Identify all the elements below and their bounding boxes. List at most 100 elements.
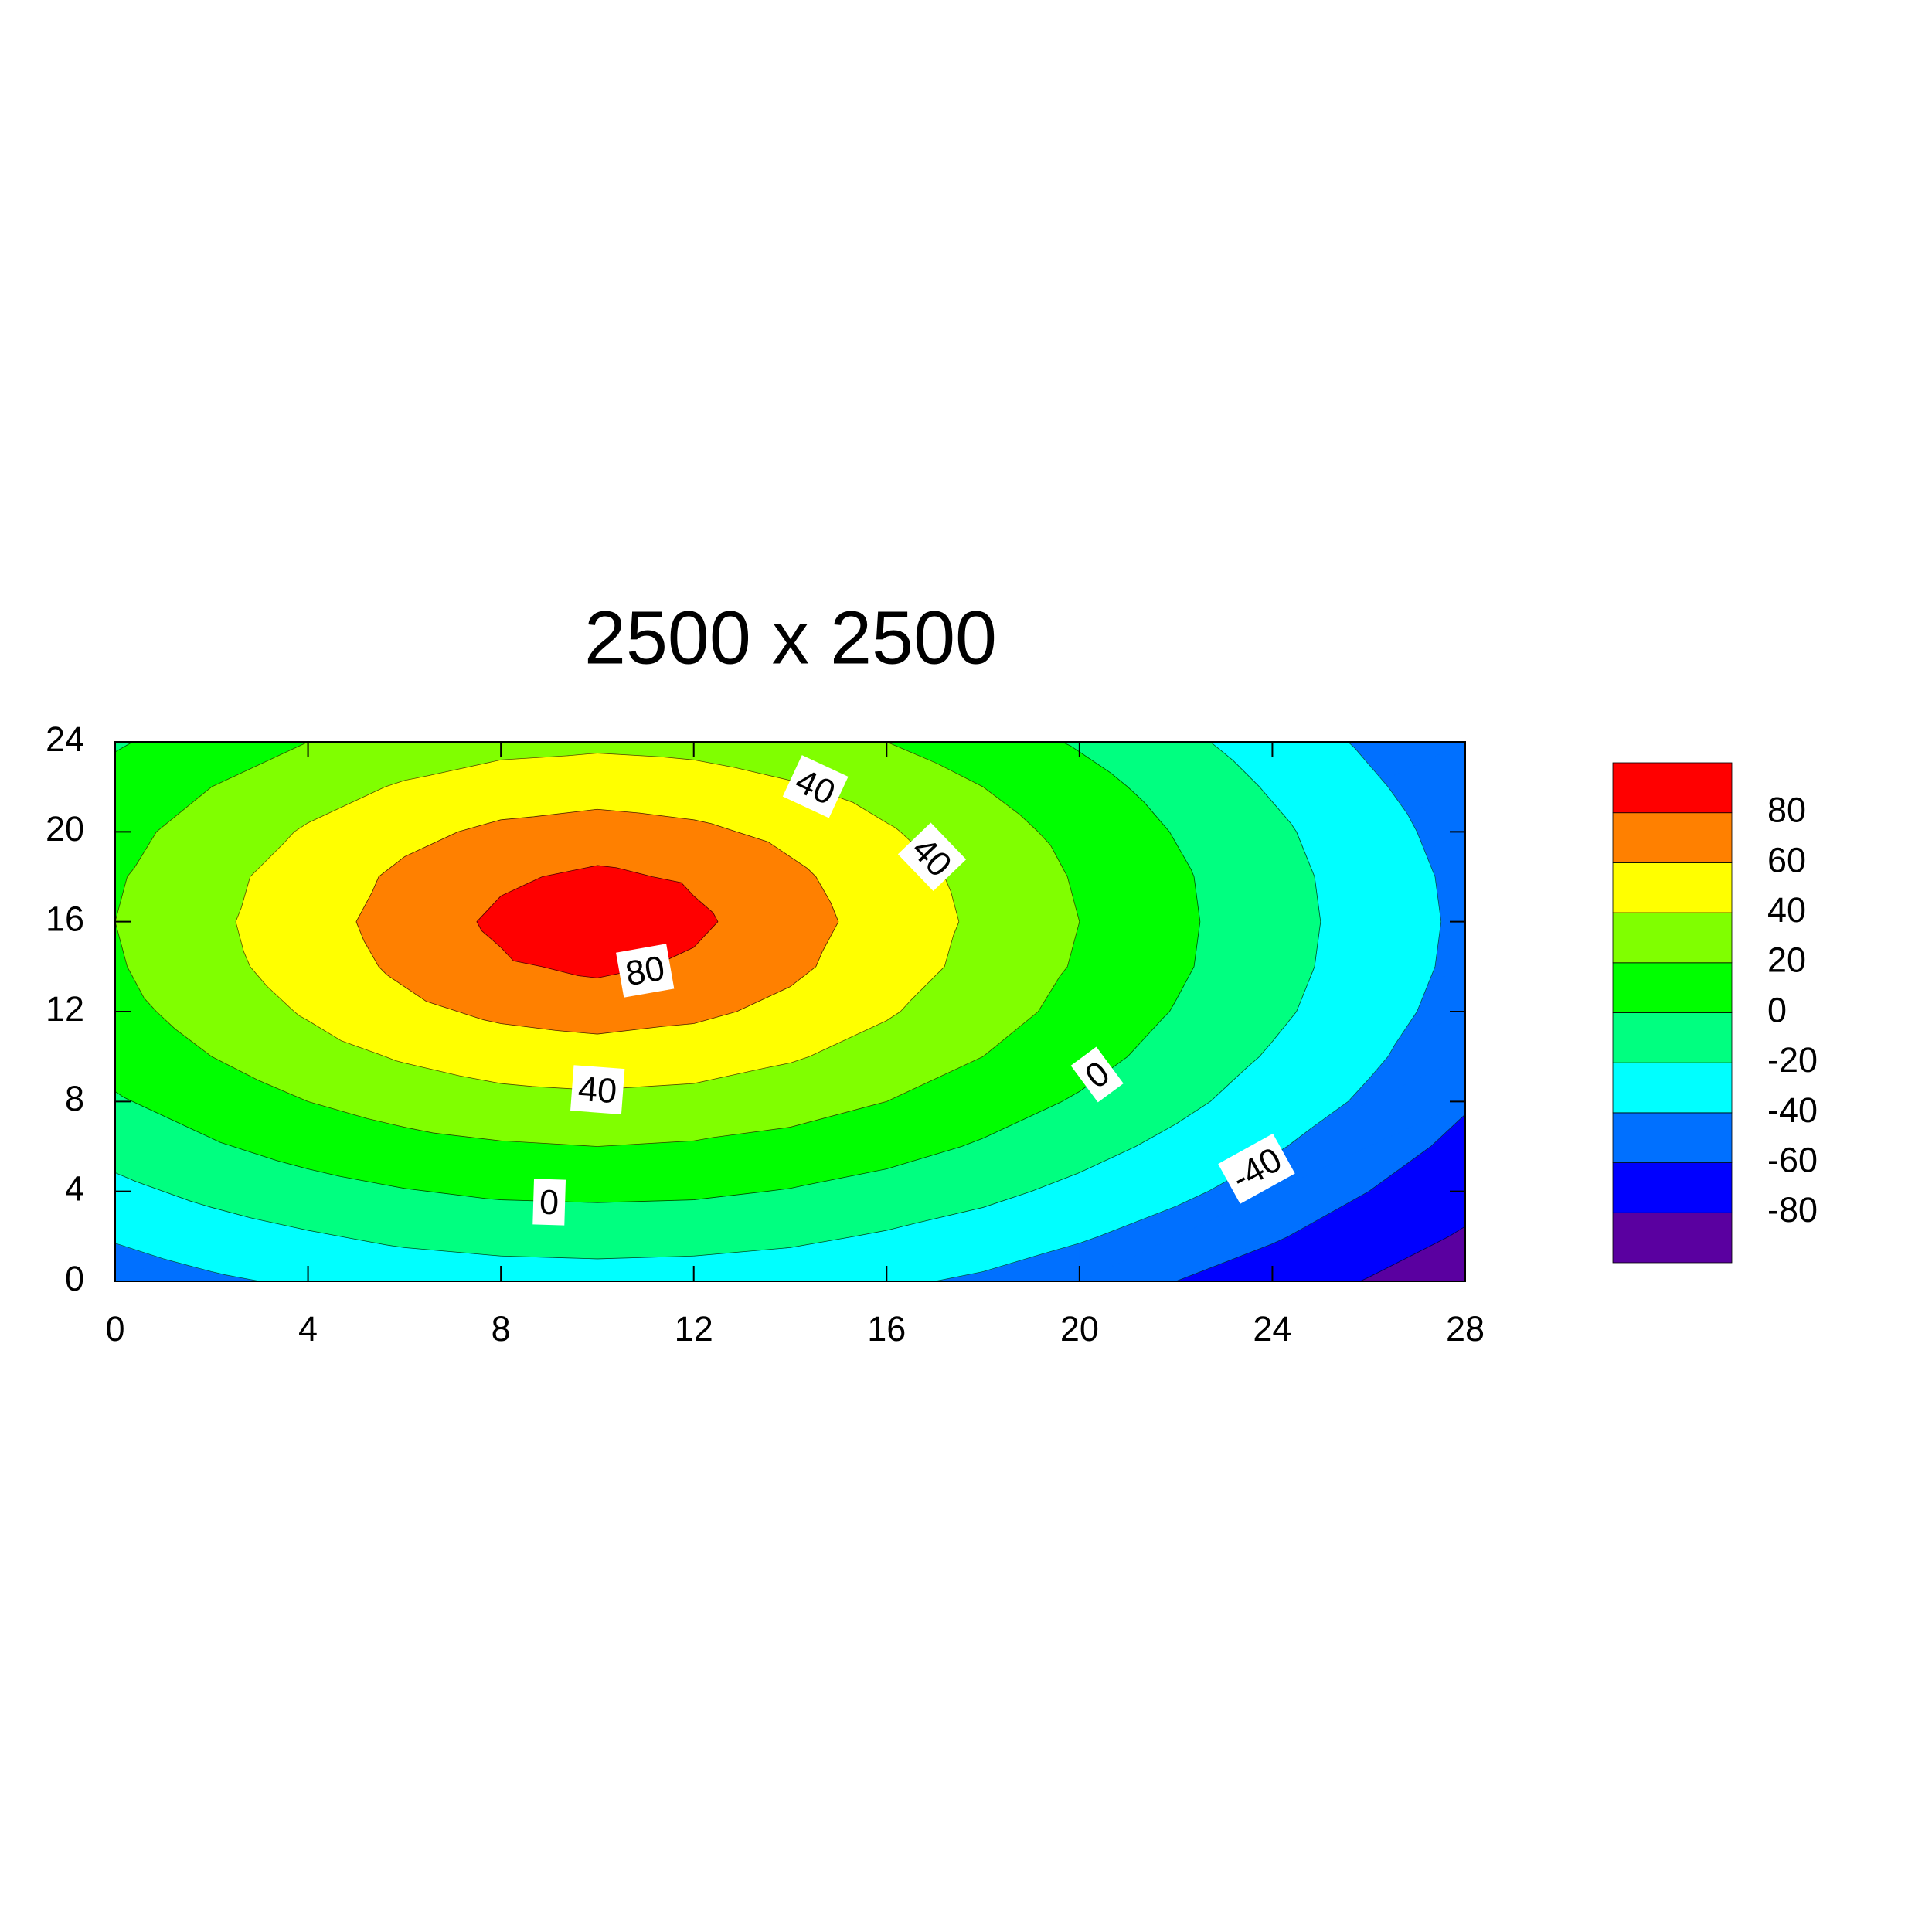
contour-line xyxy=(713,912,719,922)
y-tick-label: 16 xyxy=(46,900,84,939)
y-tick-label: 8 xyxy=(65,1079,84,1118)
colorbar-label: -40 xyxy=(1767,1090,1818,1130)
contour-line xyxy=(886,1146,962,1169)
contour-line xyxy=(886,1011,901,1021)
contour-line xyxy=(910,966,945,1001)
contour-line xyxy=(257,1080,308,1102)
y-tick-label: 4 xyxy=(65,1169,84,1209)
contour-line xyxy=(308,1100,368,1119)
contour-line xyxy=(760,1247,791,1251)
contour-line xyxy=(790,1100,887,1128)
contour-line xyxy=(500,876,543,896)
contour-line xyxy=(476,896,502,922)
y-tick-label: 12 xyxy=(46,989,84,1029)
colorbar-label: 60 xyxy=(1767,840,1806,879)
contour-line xyxy=(175,1028,213,1057)
contour-label-box xyxy=(782,755,849,818)
contour-line xyxy=(982,1253,1042,1272)
contour-line xyxy=(483,1019,502,1024)
contour-line xyxy=(114,876,128,922)
x-tick-label: 28 xyxy=(1446,1309,1485,1349)
contour-line xyxy=(363,940,379,968)
contour-line xyxy=(693,1191,767,1200)
contour-line xyxy=(807,868,817,877)
contour-line xyxy=(428,759,502,777)
contour-line xyxy=(1317,921,1321,946)
contour-line xyxy=(597,753,662,757)
x-tick-label: 24 xyxy=(1253,1309,1291,1349)
contour-line xyxy=(1193,957,1196,967)
contour-line xyxy=(163,1258,212,1272)
contour-fills xyxy=(114,741,1466,1282)
y-tick-label: 20 xyxy=(46,809,84,849)
contour-line xyxy=(114,741,133,753)
contour-line xyxy=(1368,764,1383,781)
contour-label-box xyxy=(570,1065,625,1114)
contour-line xyxy=(341,1040,386,1057)
contour-line xyxy=(1168,1000,1176,1012)
contour-line xyxy=(886,822,896,828)
x-tick-label: 16 xyxy=(867,1309,906,1349)
contour-line xyxy=(220,1141,233,1147)
y-tick-label: 24 xyxy=(46,719,84,759)
contour-line xyxy=(1272,801,1291,824)
contour-line xyxy=(1066,876,1070,883)
contour-line xyxy=(1439,921,1442,934)
contour-line xyxy=(1417,984,1429,1012)
contour-line xyxy=(1110,772,1128,787)
contour-line xyxy=(485,1198,502,1200)
contour-line xyxy=(459,1075,502,1084)
contour-line xyxy=(1135,1124,1176,1147)
contour-line xyxy=(1127,1017,1165,1057)
contour-line xyxy=(1259,786,1264,791)
contour-line xyxy=(240,876,251,908)
contour-line xyxy=(1259,1041,1273,1057)
contour-line xyxy=(1368,1056,1389,1080)
contour-line xyxy=(457,1011,484,1020)
contour-line xyxy=(404,1063,460,1077)
contour-line xyxy=(1198,910,1201,922)
contour-line xyxy=(1387,1044,1396,1057)
contour-line xyxy=(1244,1056,1260,1070)
contour-line xyxy=(1175,842,1192,870)
contour-line xyxy=(1209,741,1233,761)
contour-line xyxy=(767,842,791,857)
contour-line xyxy=(1070,745,1080,753)
contour-line xyxy=(433,1132,502,1141)
colorbar-band xyxy=(1612,912,1733,964)
contour-line xyxy=(961,1138,984,1147)
contour-line xyxy=(1233,760,1260,787)
contour-line xyxy=(567,753,597,757)
contour-line xyxy=(404,1127,434,1134)
contour-line xyxy=(1348,741,1355,749)
contour-line xyxy=(790,856,808,869)
contour-line xyxy=(895,827,901,832)
contour-line xyxy=(385,780,405,787)
contour-line xyxy=(1317,900,1321,922)
contour-label-box xyxy=(1070,1046,1124,1103)
contour-line xyxy=(1066,921,1080,967)
contour-line xyxy=(1079,1146,1136,1173)
contour-line xyxy=(944,935,954,967)
contour-line xyxy=(134,832,157,869)
contour-line xyxy=(821,921,839,952)
contour-line xyxy=(340,1175,405,1189)
contour-line xyxy=(1314,876,1318,901)
contour-line xyxy=(308,786,386,824)
contour-line xyxy=(114,1172,137,1182)
contour-line xyxy=(556,1030,597,1035)
contour-line xyxy=(308,1020,342,1042)
contour-line xyxy=(114,1091,124,1098)
contour-line xyxy=(172,1119,212,1139)
x-tick-label: 12 xyxy=(675,1309,713,1349)
contour-line xyxy=(124,1097,133,1102)
contour-line xyxy=(597,808,638,814)
contour-line xyxy=(1436,889,1442,922)
contour-line xyxy=(1098,1206,1176,1237)
contour-line xyxy=(982,1011,1039,1057)
contour-line xyxy=(830,903,839,922)
contour-line xyxy=(386,1244,405,1248)
contour-line xyxy=(1193,876,1199,912)
contour-line xyxy=(1296,832,1308,861)
contour-line xyxy=(132,1100,172,1121)
